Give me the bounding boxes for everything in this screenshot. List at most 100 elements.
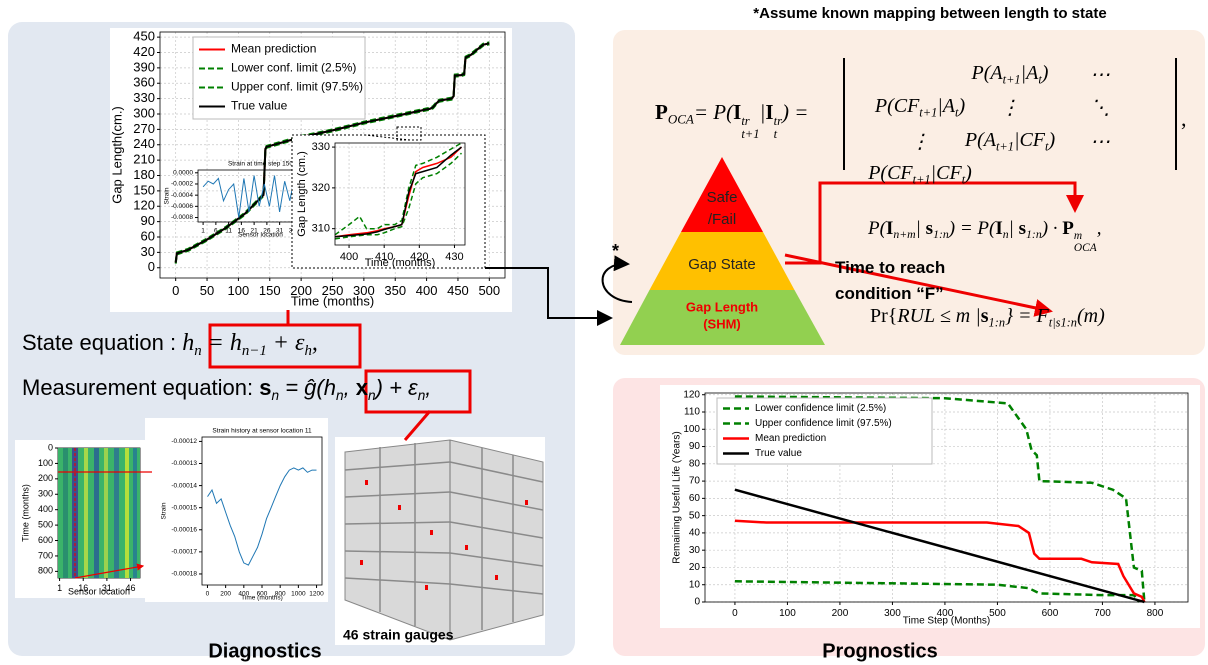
- y-tick-label: 310: [312, 223, 330, 235]
- equation-part: n: [194, 343, 201, 359]
- x-tick-label: 400: [416, 283, 438, 298]
- y-tick-label: 300: [133, 105, 155, 120]
- x-tick-label: 800: [1147, 608, 1164, 619]
- y-axis-label: Gap Length(cm.): [109, 106, 124, 204]
- equation-part: P(: [868, 218, 886, 239]
- y-tick-label: 30: [689, 545, 701, 556]
- y-tick-label: -0.0002: [171, 181, 193, 188]
- y-tick-label: 0: [48, 442, 53, 452]
- page: 0501001502002503003504004505000306090120…: [0, 0, 1208, 665]
- equation-part: ⋱: [1090, 97, 1110, 119]
- x-tick-label: 700: [1094, 608, 1111, 619]
- equation-part: t|s: [1049, 315, 1061, 329]
- x-tick-label: 1: [57, 583, 62, 593]
- equation-part: P: [655, 100, 668, 124]
- equation-part: n: [368, 388, 376, 403]
- y-tick-label: 30: [141, 244, 155, 259]
- matrix: P(At+1|At)⋯P(CFt+1|At) ⋮⋱⋮ P(At+1|CFt)⋯P…: [843, 58, 1177, 170]
- y-tick-label: 390: [133, 59, 155, 74]
- text: Time to reach: [835, 255, 945, 281]
- equation-part: OCA: [1074, 243, 1097, 255]
- header: *Assume known mapping between length to …: [650, 5, 1208, 22]
- y-tick-label: 500: [38, 519, 53, 529]
- y-tick-label: -0.00013: [171, 460, 197, 467]
- equation-part: I: [765, 100, 773, 124]
- equation-part: h: [182, 330, 194, 356]
- legend-label: Lower confidence limit (2.5%): [755, 403, 886, 414]
- x-tick-label: 450: [447, 283, 469, 298]
- equation: Pr{RUL ≤ m |s1:n} = Ft|s1:n(m): [870, 305, 1105, 330]
- x-axis-label: Time Step (Months): [903, 616, 990, 627]
- equation-part: t+1: [1003, 72, 1021, 86]
- y-tick-label: 320: [312, 182, 330, 194]
- y-tick-label: 180: [133, 167, 155, 182]
- equation-part: P(CF: [875, 95, 919, 117]
- legend-label: Mean prediction: [755, 433, 826, 444]
- y-axis-label: Strain: [161, 502, 168, 519]
- y-tick-label: 120: [133, 198, 155, 213]
- pyramid-label: Safe: [707, 189, 738, 206]
- y-tick-label: 60: [689, 493, 701, 504]
- y-tick-label: 90: [689, 441, 701, 452]
- y-tick-label: 120: [683, 389, 700, 400]
- equation-part: RUL ≤ m |: [897, 305, 980, 327]
- equation-part: (m): [1077, 305, 1105, 327]
- x-tick-label: 600: [1042, 608, 1059, 619]
- y-tick-label: 330: [312, 141, 330, 153]
- x-tick-label: 11: [225, 228, 232, 235]
- equation-part: x: [356, 375, 368, 400]
- text: condition “F”: [835, 281, 945, 307]
- x-tick-label: 0: [206, 591, 210, 598]
- equation-part: ⋮: [1000, 97, 1020, 119]
- equation-part: |CF: [931, 162, 962, 184]
- y-tick-label: 70: [689, 476, 701, 487]
- equation-part: Pr{: [870, 305, 897, 327]
- y-tick-label: 10: [689, 579, 701, 590]
- equation-part: ⋯: [1090, 64, 1110, 86]
- x-axis-label: Sensor location: [238, 232, 283, 239]
- y-tick-label: 40: [689, 528, 701, 539]
- x-tick-label: 0: [732, 608, 738, 619]
- equation-part: t+1: [913, 172, 931, 186]
- equation-part: t+1: [741, 128, 759, 141]
- panel-title: Diagnostics: [208, 640, 321, 662]
- x-axis-label: Time (months): [291, 293, 374, 308]
- y-tick-label: 270: [133, 121, 155, 136]
- x-tick-label: 1: [201, 228, 205, 235]
- y-tick-label: 20: [689, 562, 701, 573]
- x-tick-label: 300: [884, 608, 901, 619]
- punctuation: ,: [1181, 106, 1187, 132]
- equation-part: s: [1019, 218, 1026, 239]
- y-tick-label: 800: [38, 566, 53, 576]
- y-tick-label: 100: [683, 424, 700, 435]
- y-tick-label: 60: [141, 228, 155, 243]
- y-tick-label: 700: [38, 550, 53, 560]
- y-axis-label: Time (months): [20, 484, 30, 542]
- legend-label: True value: [755, 448, 802, 459]
- equation-label: State equation :: [22, 330, 182, 355]
- chart-title: Strain history at sensor location 11: [212, 428, 312, 435]
- x-tick-label: 200: [220, 591, 231, 598]
- equation-part: n: [336, 388, 344, 403]
- y-tick-label: 0.0000: [173, 170, 193, 177]
- y-tick-label: -0.00015: [171, 504, 197, 511]
- equation-part: 1:n: [1060, 315, 1077, 329]
- y-tick-label: 80: [689, 458, 701, 469]
- x-tick-label: 200: [832, 608, 849, 619]
- equation-part: =: [279, 375, 304, 400]
- gauges-label: 46 strain gauges: [343, 627, 454, 643]
- y-tick-label: 330: [133, 90, 155, 105]
- equation-part: |: [1009, 218, 1019, 239]
- y-tick-label: 0: [148, 259, 155, 274]
- equation-part: (h: [316, 375, 336, 400]
- y-tick-label: -0.00017: [171, 549, 197, 556]
- equation-part: + ε: [383, 375, 418, 400]
- sub-sup: trt+1: [741, 115, 759, 141]
- x-tick-label: 500: [478, 283, 500, 298]
- equation-part: |: [916, 218, 926, 239]
- equation-part: ): [965, 162, 972, 184]
- y-tick-label: 110: [684, 407, 700, 418]
- y-tick-label: 300: [38, 489, 53, 499]
- y-tick-label: 150: [133, 182, 155, 197]
